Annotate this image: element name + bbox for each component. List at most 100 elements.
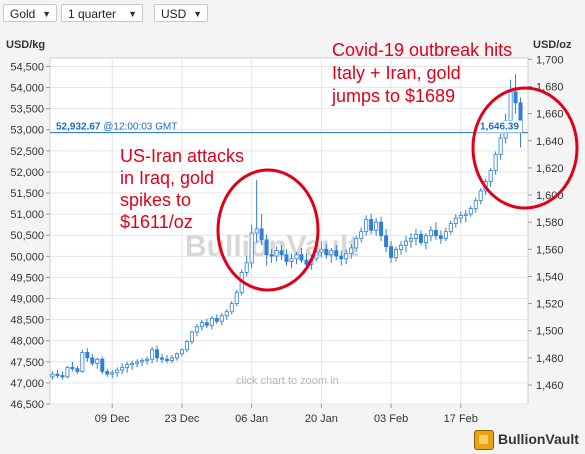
- candle-body: [204, 322, 209, 326]
- candle-body: [135, 361, 140, 364]
- left-tick-label: 51,000: [10, 209, 44, 221]
- candle-body: [55, 373, 60, 376]
- candle-body: [254, 228, 259, 234]
- candle-body: [374, 221, 379, 231]
- candle-body: [189, 331, 194, 342]
- right-tick-label: 1,600: [536, 190, 564, 202]
- bullionvault-logo-icon: [474, 430, 494, 451]
- x-tick-label: 23 Dec: [165, 413, 200, 425]
- candle-body: [508, 91, 513, 121]
- candle-body: [105, 371, 110, 375]
- candles: [50, 74, 523, 380]
- candle-body: [229, 303, 234, 313]
- chevron-down-icon: ▼: [193, 9, 202, 19]
- candle-body: [120, 366, 125, 371]
- candle-body: [344, 252, 349, 260]
- candle-body: [259, 228, 264, 241]
- candle-body: [75, 368, 80, 372]
- candle-body: [169, 357, 174, 361]
- period-select[interactable]: 1 quarter ▼: [61, 4, 143, 22]
- candle-body: [284, 254, 289, 262]
- right-axis: 1,460 1,480 1,500 1,520 1,540 1,560 1,580 1,600…: [528, 54, 564, 392]
- left-tick-label: 46,500: [10, 399, 44, 411]
- candle-body: [493, 153, 498, 172]
- x-tick-label: 03 Feb: [374, 413, 408, 425]
- candle-body: [458, 214, 463, 219]
- left-tick-label: 51,500: [10, 188, 44, 200]
- chevron-down-icon: ▼: [42, 9, 51, 19]
- candle-body: [160, 357, 165, 360]
- candle-body: [289, 258, 294, 262]
- left-tick-label: 52,500: [10, 146, 44, 158]
- price-chart[interactable]: BullionVault USD/kg USD/oz 46,50047,0004…: [0, 28, 585, 428]
- left-axis-title: USD/kg: [6, 39, 45, 51]
- candle-body: [100, 358, 105, 372]
- candle-body: [463, 213, 468, 216]
- candle-body: [379, 221, 384, 237]
- candle-body: [428, 229, 433, 237]
- candle-body: [179, 349, 184, 355]
- candle-body: [364, 219, 369, 233]
- left-axis: 46,500 47,000 47,500 48,000 48,500 49,000 49,5…: [10, 61, 50, 411]
- chevron-down-icon: ▼: [128, 9, 137, 19]
- candle-body: [448, 223, 453, 233]
- left-tick-label: 49,500: [10, 272, 44, 284]
- candle-body: [199, 322, 204, 328]
- left-tick-label: 50,500: [10, 230, 44, 242]
- candle-body: [369, 219, 374, 231]
- candle-body: [65, 366, 70, 378]
- candle-body: [349, 247, 354, 254]
- left-tick-label: 53,000: [10, 125, 44, 137]
- left-tick-label: 47,500: [10, 357, 44, 369]
- candle-body: [264, 239, 269, 256]
- left-tick-label: 50,000: [10, 251, 44, 263]
- candle-body: [389, 246, 394, 258]
- candle-body: [498, 137, 503, 155]
- candle-body: [80, 352, 85, 372]
- candle-body: [394, 248, 399, 258]
- candle-body: [339, 255, 344, 260]
- candle-body: [150, 349, 155, 360]
- x-tick-label: 20 Jan: [305, 413, 338, 425]
- candle-body: [174, 353, 179, 359]
- candle-body: [478, 190, 483, 201]
- candle-body: [110, 372, 115, 375]
- candle-body: [60, 375, 65, 378]
- candle-body: [433, 229, 438, 237]
- right-tick-label: 1,620: [536, 163, 564, 175]
- left-tick-label: 53,500: [10, 104, 44, 116]
- candle-body: [438, 235, 443, 239]
- candle-body: [399, 244, 404, 250]
- candle-body: [269, 254, 274, 257]
- toolbar: Gold ▼ 1 quarter ▼ USD ▼: [0, 0, 585, 28]
- candle-body: [209, 318, 214, 326]
- left-tick-label: 48,000: [10, 336, 44, 348]
- right-tick-label: 1,460: [536, 380, 564, 392]
- right-tick-label: 1,480: [536, 353, 564, 365]
- candle-body: [224, 311, 229, 317]
- candle-body: [468, 208, 473, 215]
- candle-body: [90, 357, 95, 364]
- candle-body: [294, 254, 299, 260]
- right-tick-label: 1,540: [536, 271, 564, 283]
- candle-body: [140, 360, 145, 363]
- candle-body: [214, 318, 219, 322]
- right-axis-title: USD/oz: [533, 39, 572, 51]
- x-tick-label: 06 Jan: [235, 413, 268, 425]
- candle-body: [404, 240, 409, 246]
- currency-select[interactable]: USD ▼: [154, 4, 208, 22]
- candle-body: [249, 232, 254, 264]
- candle-body: [319, 248, 324, 253]
- current-price-oz-label: 1,646.39: [480, 122, 519, 133]
- zoom-hint: click chart to zoom in: [236, 375, 339, 387]
- x-axis: 09 Dec 23 Dec 06 Jan 20 Jan 03 Feb 17 Feb: [95, 404, 478, 425]
- metal-select[interactable]: Gold ▼: [3, 4, 57, 22]
- x-tick-label: 09 Dec: [95, 413, 130, 425]
- annotations: US-Iran attacks in Iraq, gold spikes to $16…: [120, 40, 579, 292]
- annotation-covid: Covid-19 outbreak hits Italy + Iran, gold…: [331, 40, 512, 106]
- candle-body: [194, 326, 199, 333]
- period-select-value: 1 quarter: [68, 7, 117, 21]
- candle-body: [130, 362, 135, 366]
- candle-body: [473, 200, 478, 210]
- candle-body: [329, 250, 334, 256]
